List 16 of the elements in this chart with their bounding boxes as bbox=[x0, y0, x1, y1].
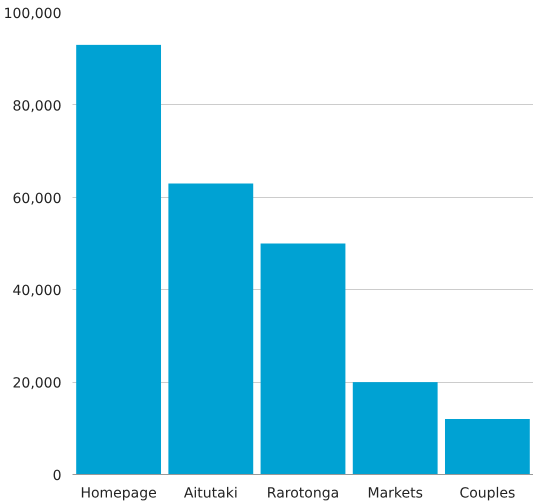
y-tick-label: 0 bbox=[52, 468, 62, 484]
x-tick-label: Aitutaki bbox=[184, 486, 238, 502]
y-tick-label: 40,000 bbox=[12, 283, 62, 300]
y-tick-label: 100,000 bbox=[4, 6, 62, 22]
y-tick-label: 20,000 bbox=[12, 376, 62, 392]
y-tick-label: 80,000 bbox=[12, 98, 62, 114]
bar bbox=[444, 419, 530, 474]
bar bbox=[76, 44, 162, 474]
x-tick-label: Rarotonga bbox=[266, 486, 340, 502]
bar bbox=[260, 244, 346, 474]
bar bbox=[352, 382, 438, 474]
x-tick-label: Couples bbox=[459, 486, 516, 502]
x-tick-label: Homepage bbox=[80, 486, 157, 502]
x-tick-label: Markets bbox=[367, 486, 423, 502]
bar bbox=[168, 183, 254, 474]
y-tick-label: 60,000 bbox=[12, 190, 62, 207]
